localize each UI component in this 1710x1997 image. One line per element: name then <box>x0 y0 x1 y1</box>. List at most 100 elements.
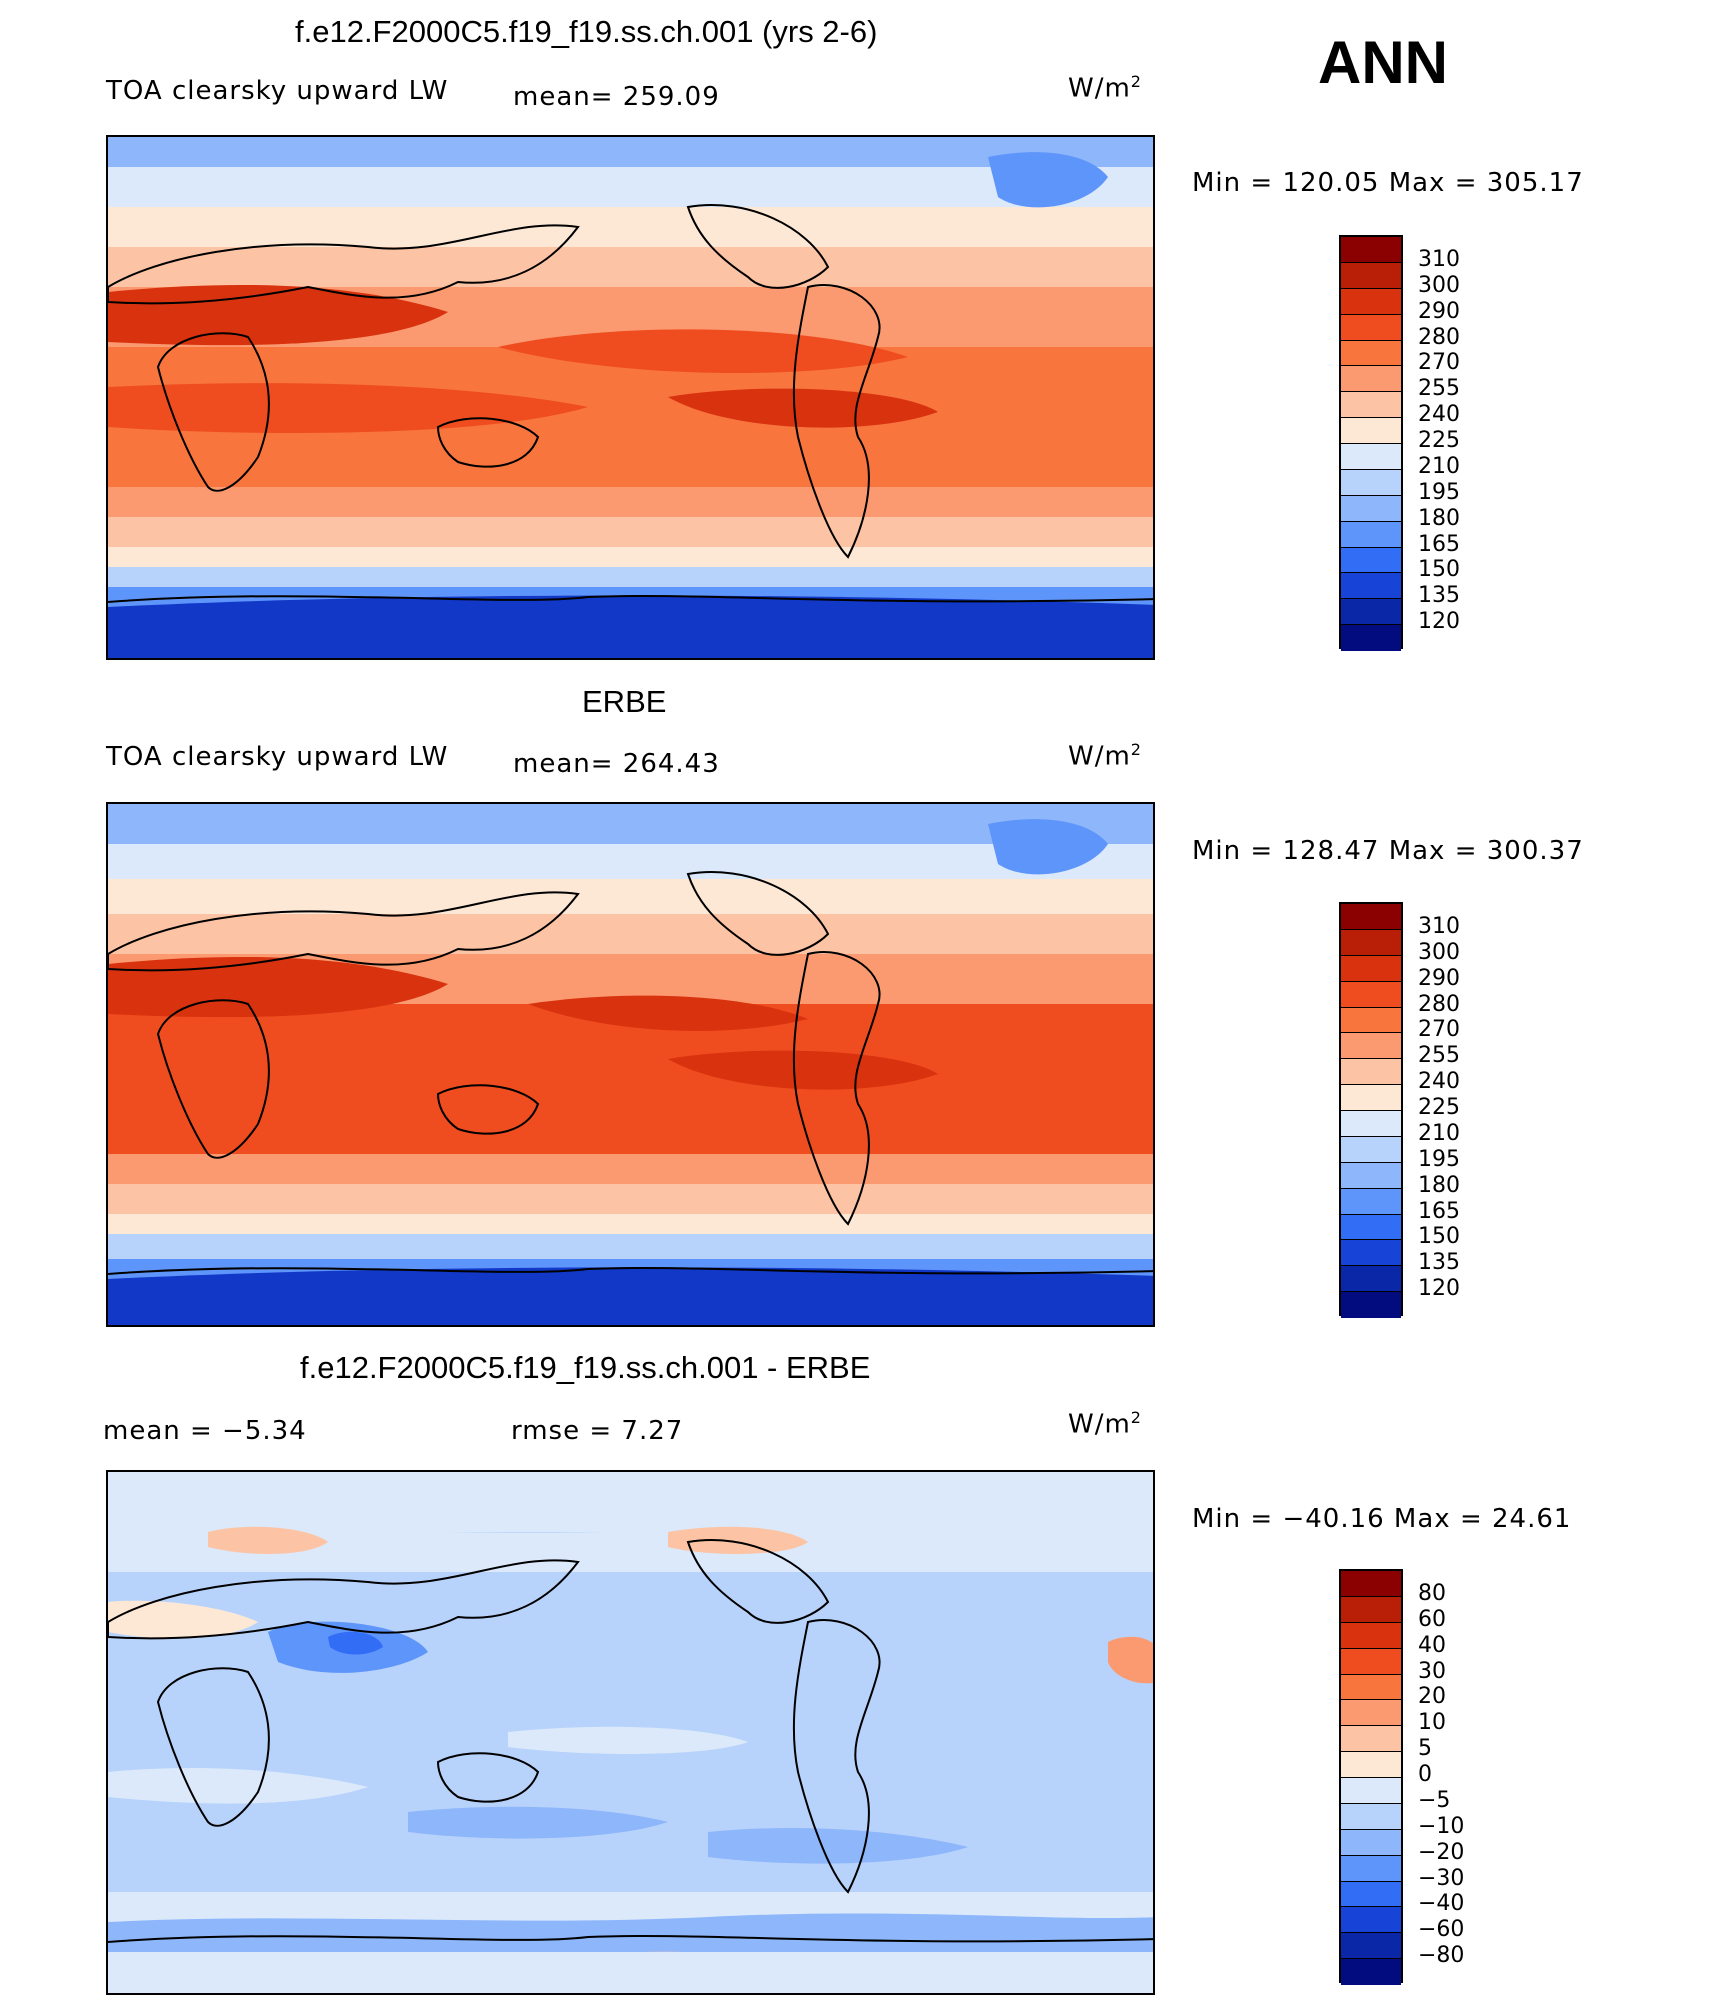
colorbar-tick-label: 310 <box>1418 246 1460 272</box>
season-label: ANN <box>1318 29 1448 96</box>
colorbar-tick-label: −60 <box>1418 1917 1465 1943</box>
colorbar-tick-label: −5 <box>1418 1787 1451 1813</box>
colorbar-tick-label: 300 <box>1418 939 1460 965</box>
panel3-mean: mean = −5.34 <box>103 1416 307 1446</box>
panel1-title: f.e12.F2000C5.f19_f19.ss.ch.001 (yrs 2-6… <box>295 14 878 49</box>
colorbar-tick-label: 165 <box>1418 1198 1460 1224</box>
panel3-minmax: Min = −40.16 Max = 24.61 <box>1192 1504 1572 1534</box>
colorbar-swatch <box>1341 1881 1401 1908</box>
panel2-coastlines <box>108 871 1153 1275</box>
colorbar-swatch <box>1341 1933 1401 1960</box>
colorbar-tick-label: 80 <box>1418 1580 1446 1606</box>
panel2-observation-map <box>106 802 1155 1327</box>
colorbar-tick-label: 195 <box>1418 479 1460 505</box>
colorbar-swatch <box>1341 444 1401 470</box>
panel2-minmax: Min = 128.47 Max = 300.37 <box>1192 836 1584 866</box>
colorbar-swatch <box>1341 599 1401 626</box>
colorbar-swatch <box>1341 1111 1401 1137</box>
colorbar-swatch <box>1341 1674 1401 1701</box>
colorbar-tick-label: 290 <box>1418 965 1460 991</box>
panel1-mean: mean= 259.09 <box>513 82 720 112</box>
panel2-mean: mean= 264.43 <box>513 749 720 779</box>
colorbar-tick-label: 0 <box>1418 1762 1432 1787</box>
colorbar-swatch <box>1341 1778 1401 1804</box>
panel3-difference-map <box>106 1470 1155 1995</box>
colorbar-tick-label: 280 <box>1418 991 1460 1017</box>
colorbar-tick-label: 180 <box>1418 1172 1460 1198</box>
colorbar-tick-label: 180 <box>1418 505 1460 531</box>
colorbar-swatch <box>1341 1648 1401 1675</box>
colorbar-swatch <box>1341 1033 1401 1060</box>
panel2-title: ERBE <box>582 684 667 719</box>
colorbar-tick-label: 300 <box>1418 272 1460 298</box>
colorbar-tick-label: 270 <box>1418 1017 1460 1043</box>
panel3-colorbar <box>1339 1569 1403 1985</box>
colorbar-swatch <box>1341 547 1401 574</box>
colorbar-tick-label: 10 <box>1418 1710 1446 1736</box>
colorbar-swatch <box>1341 904 1401 930</box>
colorbar-swatch <box>1341 1726 1401 1753</box>
colorbar-swatch <box>1341 1829 1401 1856</box>
colorbar-swatch <box>1341 929 1401 956</box>
panel2-variable: TOA clearsky upward LW <box>106 742 449 772</box>
colorbar-tick-label: 255 <box>1418 1043 1460 1069</box>
colorbar-swatch <box>1341 469 1401 496</box>
colorbar-tick-label: 150 <box>1418 557 1460 583</box>
colorbar-tick-label: −20 <box>1418 1839 1465 1865</box>
colorbar-tick-label: 225 <box>1418 1095 1460 1120</box>
colorbar-swatch <box>1341 1188 1401 1215</box>
colorbar-swatch <box>1341 521 1401 548</box>
colorbar-tick-label: 280 <box>1418 324 1460 350</box>
panel1-minmax: Min = 120.05 Max = 305.17 <box>1192 168 1584 198</box>
colorbar-swatch <box>1341 1214 1401 1241</box>
panel1-coastlines <box>108 204 1153 603</box>
colorbar-swatch <box>1341 1907 1401 1934</box>
colorbar-tick-label: −30 <box>1418 1865 1465 1891</box>
colorbar-tick-label: 120 <box>1418 609 1460 635</box>
colorbar-swatch <box>1341 981 1401 1008</box>
colorbar-tick-label: 135 <box>1418 583 1460 609</box>
colorbar-tick-label: −80 <box>1418 1943 1465 1969</box>
colorbar-tick-label: 150 <box>1418 1224 1460 1250</box>
colorbar-swatch <box>1341 1752 1401 1778</box>
panel1-units: W/m2 <box>1068 72 1142 104</box>
colorbar-swatch <box>1341 1959 1401 1985</box>
colorbar-tick-label: 240 <box>1418 1069 1460 1095</box>
colorbar-tick-label: 30 <box>1418 1658 1446 1684</box>
panel3-title: f.e12.F2000C5.f19_f19.ss.ch.001 - ERBE <box>300 1350 871 1385</box>
colorbar-tick-label: 255 <box>1418 376 1460 402</box>
colorbar-swatch <box>1341 1571 1401 1597</box>
colorbar-swatch <box>1341 1007 1401 1034</box>
colorbar-swatch <box>1341 418 1401 444</box>
colorbar-swatch <box>1341 573 1401 600</box>
colorbar-swatch <box>1341 1292 1401 1318</box>
colorbar-swatch <box>1341 1700 1401 1727</box>
colorbar-swatch <box>1341 1240 1401 1267</box>
colorbar-tick-label: −40 <box>1418 1891 1465 1917</box>
panel1-model-map <box>106 135 1155 660</box>
colorbar-swatch <box>1341 1136 1401 1163</box>
panel2-units: W/m2 <box>1068 740 1142 772</box>
colorbar-tick-label: 195 <box>1418 1146 1460 1172</box>
panel2-contour-field <box>108 804 1153 1325</box>
colorbar-swatch <box>1341 1803 1401 1830</box>
colorbar-tick-label: 310 <box>1418 913 1460 939</box>
colorbar-swatch <box>1341 1596 1401 1623</box>
colorbar-tick-label: 60 <box>1418 1606 1446 1632</box>
colorbar-swatch <box>1341 1622 1401 1649</box>
colorbar-swatch <box>1341 955 1401 982</box>
colorbar-tick-label: 5 <box>1418 1736 1432 1762</box>
colorbar-tick-label: 20 <box>1418 1684 1446 1710</box>
panel2-colorbar <box>1339 902 1403 1318</box>
colorbar-swatch <box>1341 366 1401 393</box>
colorbar-swatch <box>1341 237 1401 263</box>
colorbar-swatch <box>1341 392 1401 419</box>
colorbar-swatch <box>1341 495 1401 522</box>
colorbar-tick-label: 240 <box>1418 402 1460 428</box>
colorbar-swatch <box>1341 625 1401 651</box>
colorbar-swatch <box>1341 340 1401 367</box>
colorbar-swatch <box>1341 1162 1401 1189</box>
colorbar-swatch <box>1341 262 1401 289</box>
colorbar-tick-label: 210 <box>1418 1120 1460 1146</box>
colorbar-swatch <box>1341 1266 1401 1293</box>
